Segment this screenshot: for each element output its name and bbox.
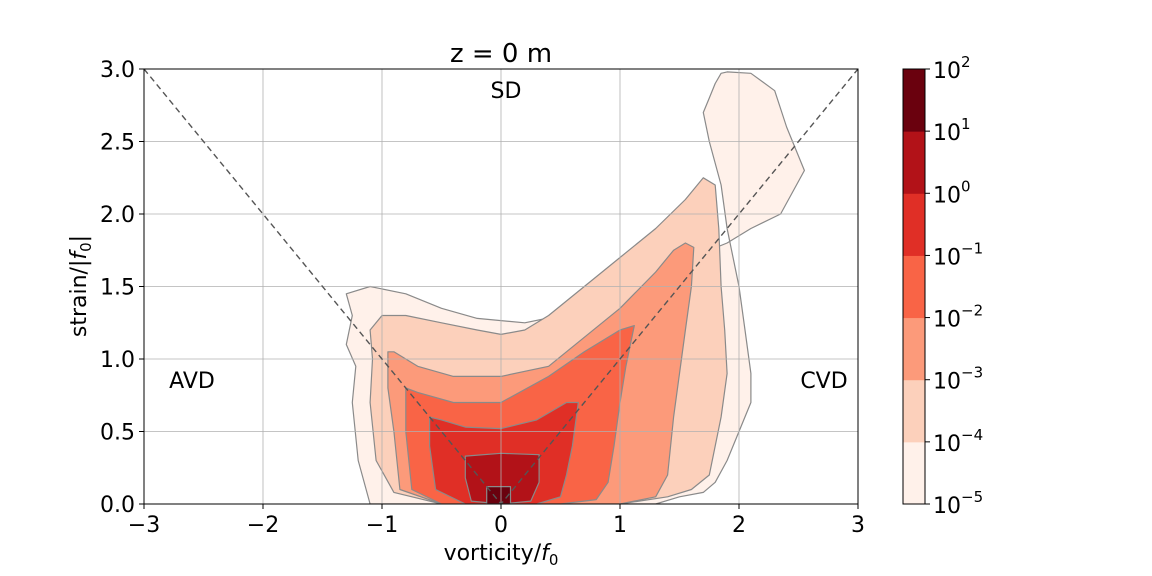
colorbar-tick-base: 10 (933, 432, 961, 457)
colorbar-tick-exponent: −1 (961, 239, 983, 257)
grid-lines (144, 69, 858, 504)
region-label-sd: SD (491, 79, 522, 104)
contour-region-1e1 (486, 486, 512, 504)
colorbar-segment (903, 193, 925, 256)
y-axis-label-subscript: 0 (77, 242, 95, 252)
x-tick-label: 0 (494, 513, 508, 538)
x-tick-label: 2 (732, 513, 746, 538)
y-tick-label: 0.0 (100, 493, 135, 518)
colorbar-tick-exponent: −2 (961, 302, 983, 320)
x-axis-label-text: vorticity/ (444, 541, 542, 566)
y-axis-label-symbol: f (67, 249, 92, 260)
colorbar-segment (903, 441, 925, 505)
colorbar-tick-label: 101 (933, 115, 971, 146)
x-axis-ticks: −3 −2 −1 0 1 2 3 (128, 504, 865, 538)
x-tick-label: 1 (613, 513, 627, 538)
colorbar-segment (903, 379, 925, 443)
colorbar-frame (902, 68, 926, 505)
contour-region-1e0 (464, 452, 540, 504)
y-axis-label-end: | (67, 235, 92, 242)
colorbar-tick-label: 10−2 (933, 302, 983, 333)
colorbar-tick-base: 10 (933, 59, 961, 84)
colorbar-segment (903, 69, 925, 132)
y-tick-label: 1.5 (100, 276, 135, 301)
y-axis-ticks: 0.0 0.5 1.0 1.5 2.0 2.5 3.0 (100, 58, 144, 518)
x-axis-label-subscript: 0 (549, 551, 559, 569)
y-tick-label: 1.0 (100, 348, 135, 373)
colorbar-tick-base: 10 (933, 121, 961, 146)
colorbar-tick-exponent: 0 (961, 177, 971, 195)
colorbar-tick-label: 10−4 (933, 426, 983, 457)
x-tick-label: −3 (128, 513, 160, 538)
x-axis-label-symbol: f (541, 541, 552, 566)
colorbar-tick-label: 10−5 (933, 488, 983, 519)
chart-title: z = 0 m (450, 39, 552, 69)
colorbar-tick-exponent: −4 (961, 426, 983, 444)
colorbar-tick-exponent: 1 (961, 115, 971, 133)
colorbar-segment (903, 131, 925, 194)
region-label-avd: AVD (169, 369, 215, 394)
colorbar-tick-base: 10 (933, 183, 961, 208)
y-tick-label: 3.0 (100, 58, 135, 83)
colorbar-tick-base: 10 (933, 245, 961, 270)
y-axis-label: strain/|f0| (67, 235, 95, 337)
y-axis-label-text: strain/| (67, 260, 92, 338)
y-tick-label: 0.5 (100, 421, 135, 446)
x-tick-label: −2 (247, 513, 279, 538)
colorbar-tick-base: 10 (933, 494, 961, 519)
y-tick-label: 2.0 (100, 203, 135, 228)
colorbar-tick-label: 102 (933, 53, 971, 84)
colorbar-tick-label: 100 (933, 177, 971, 208)
colorbar-tick-exponent: 2 (961, 53, 971, 71)
colorbar-segment (903, 317, 925, 381)
y-tick-label: 2.5 (100, 131, 135, 156)
x-axis-label: vorticity/f0 (444, 541, 559, 569)
colorbar-tick-exponent: −5 (961, 488, 983, 506)
colorbar-tick-exponent: −3 (961, 364, 983, 382)
colorbar-tick-label: 10−1 (933, 239, 983, 270)
colorbar-tick-base: 10 (933, 370, 961, 395)
x-tick-label: 3 (851, 513, 865, 538)
x-tick-label: −1 (366, 513, 398, 538)
region-label-cvd: CVD (800, 369, 847, 394)
contour-fill-layer (345, 71, 806, 504)
colorbar-tick-label: 10−3 (933, 364, 983, 395)
colorbar-tick-base: 10 (933, 308, 961, 333)
colorbar-segment (903, 255, 925, 319)
